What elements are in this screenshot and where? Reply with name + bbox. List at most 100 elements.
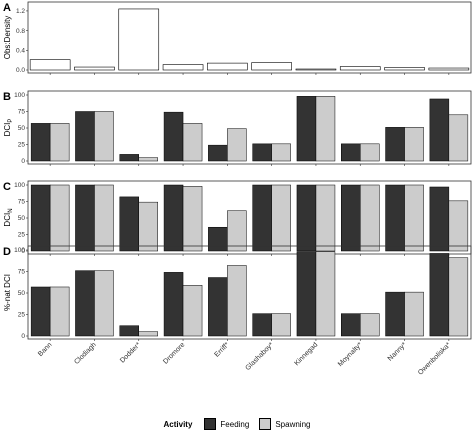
panel-b-tick-label: 100 <box>14 92 25 99</box>
panel-b-bar-spawning <box>271 143 291 162</box>
panel-c-bar-spawning <box>182 186 203 252</box>
legend-label-spawning: Spawning <box>275 419 311 429</box>
panel-b-bar-feeding <box>75 111 95 162</box>
panel-d-bar-spawning <box>448 257 469 337</box>
panel-b-bar-spawning <box>315 96 336 162</box>
panel-c-bar-spawning <box>448 200 469 252</box>
panel-c-ylabel: DCIN <box>3 208 14 226</box>
panel-a-bar <box>428 67 470 71</box>
panel-d-bar-spawning <box>227 265 247 337</box>
panel-d-bar-feeding <box>75 270 95 337</box>
panel-d-bar-spawning <box>94 270 114 337</box>
panel-d-ylabel: %-nat DCI <box>3 274 12 311</box>
panel-d-bar-spawning <box>138 331 158 337</box>
panel-a-bar <box>118 8 160 71</box>
spawning-swatch <box>259 418 272 430</box>
panel-d-tick-label: 100 <box>14 247 25 254</box>
panel-b-bar-spawning <box>94 111 114 162</box>
panel-b-bar-spawning <box>227 128 247 162</box>
panel-b-tick-label: 50 <box>18 125 26 132</box>
panel-b-bar-spawning <box>404 127 424 162</box>
category-label: Owenboliska* <box>417 341 452 376</box>
panel-d-bar-spawning <box>360 313 380 337</box>
panel-c-bar-feeding <box>429 186 450 252</box>
panel-c-bar-spawning <box>138 201 158 252</box>
panel-c-bar-feeding <box>163 184 184 252</box>
panel-d-bar-spawning <box>49 286 70 337</box>
panel-b-bar-feeding <box>208 144 228 162</box>
legend-label-feeding: Feeding <box>220 419 250 429</box>
panel-a-tick-label: 0.0 <box>16 67 25 74</box>
panel-c-tick-label: 75 <box>18 199 26 206</box>
panel-c-bar-spawning <box>49 184 70 252</box>
panel-d-bar-feeding <box>429 253 450 337</box>
panel-a-bar <box>295 68 337 71</box>
panel-c-bar-feeding <box>341 184 361 252</box>
panel-b-bar-spawning <box>448 114 469 162</box>
panel-b-bar-feeding <box>163 111 184 162</box>
category-label: Dromore <box>162 341 186 365</box>
panel-d-tick-label: 50 <box>18 290 26 297</box>
panel-b-letter: B <box>3 91 11 103</box>
panel-b-tick-label: 25 <box>18 142 26 149</box>
panel-d-bar-spawning <box>404 291 424 337</box>
panel-c-bar-feeding <box>119 196 139 252</box>
panel-d-tick-label: 25 <box>18 312 26 319</box>
panel-b-bar-spawning <box>182 123 203 162</box>
panel-c-bar-spawning <box>404 184 424 252</box>
category-label: Erriff* <box>214 341 231 358</box>
panel-d-frame <box>27 245 472 340</box>
panel-a-tick-label: 0.4 <box>16 48 25 55</box>
panel-a-bar <box>207 62 248 71</box>
panel-c-bar-spawning <box>360 184 380 252</box>
panel-d-bar-feeding <box>252 313 272 337</box>
feeding-swatch <box>204 418 217 430</box>
panel-b-bar-feeding <box>341 143 361 162</box>
panel-c-bar-feeding <box>208 226 228 252</box>
panel-d-bar-feeding <box>30 286 51 337</box>
panel-c-bar-feeding <box>385 184 405 252</box>
panel-a-bar <box>339 66 381 71</box>
panel-c-bar-spawning <box>227 210 247 252</box>
panel-d-tick-label: 75 <box>18 269 26 276</box>
panel-d-bar-feeding <box>296 251 317 337</box>
panel-d-bar-feeding <box>163 272 184 337</box>
panel-d-bar-feeding <box>385 291 405 337</box>
panel-b-tick-label: 0 <box>21 158 25 165</box>
panel-a-bar <box>74 66 115 71</box>
legend: Activity Feeding Spawning <box>0 418 474 430</box>
panel-c-bar-feeding <box>296 184 317 252</box>
panel-b-bar-spawning <box>138 157 158 162</box>
panel-c-tick-label: 100 <box>14 182 25 189</box>
panel-a-bar <box>162 64 204 71</box>
panel-d-tick-label: 0 <box>21 333 25 340</box>
category-label: Nanny* <box>387 341 408 362</box>
panel-b-bar-feeding <box>385 127 405 162</box>
panel-d-bar-feeding <box>119 325 139 337</box>
panel-a-tick-label: 0.8 <box>16 28 25 35</box>
panel-b-bar-spawning <box>360 143 380 162</box>
panel-d-bar-feeding <box>341 313 361 337</box>
category-label: Moynalty* <box>337 341 364 368</box>
panel-a-ylabel: Obs:Density <box>3 16 12 60</box>
panel-c-bar-feeding <box>252 184 272 252</box>
panel-b-bar-feeding <box>119 154 139 162</box>
category-label: Glashaboy* <box>245 341 276 372</box>
category-label: Bann <box>37 341 54 358</box>
panel-d-bar-spawning <box>182 285 203 337</box>
panel-c-bar-feeding <box>30 184 51 252</box>
category-label: Kinnegad <box>293 341 319 367</box>
legend-item-spawning: Spawning <box>259 418 310 430</box>
panel-c-letter: C <box>3 181 11 193</box>
panel-b-tick-label: 75 <box>18 109 26 116</box>
panel-b-bar-feeding <box>296 96 317 162</box>
panel-d-bar-feeding <box>208 277 228 337</box>
panel-c-bar-spawning <box>315 184 336 252</box>
panel-a-letter: A <box>3 2 11 14</box>
panel-c-bar-spawning <box>94 184 114 252</box>
legend-title: Activity <box>163 419 193 429</box>
panel-c-bar-feeding <box>75 184 95 252</box>
panel-c-tick-label: 25 <box>18 232 26 239</box>
panel-c-bar-spawning <box>271 184 291 252</box>
